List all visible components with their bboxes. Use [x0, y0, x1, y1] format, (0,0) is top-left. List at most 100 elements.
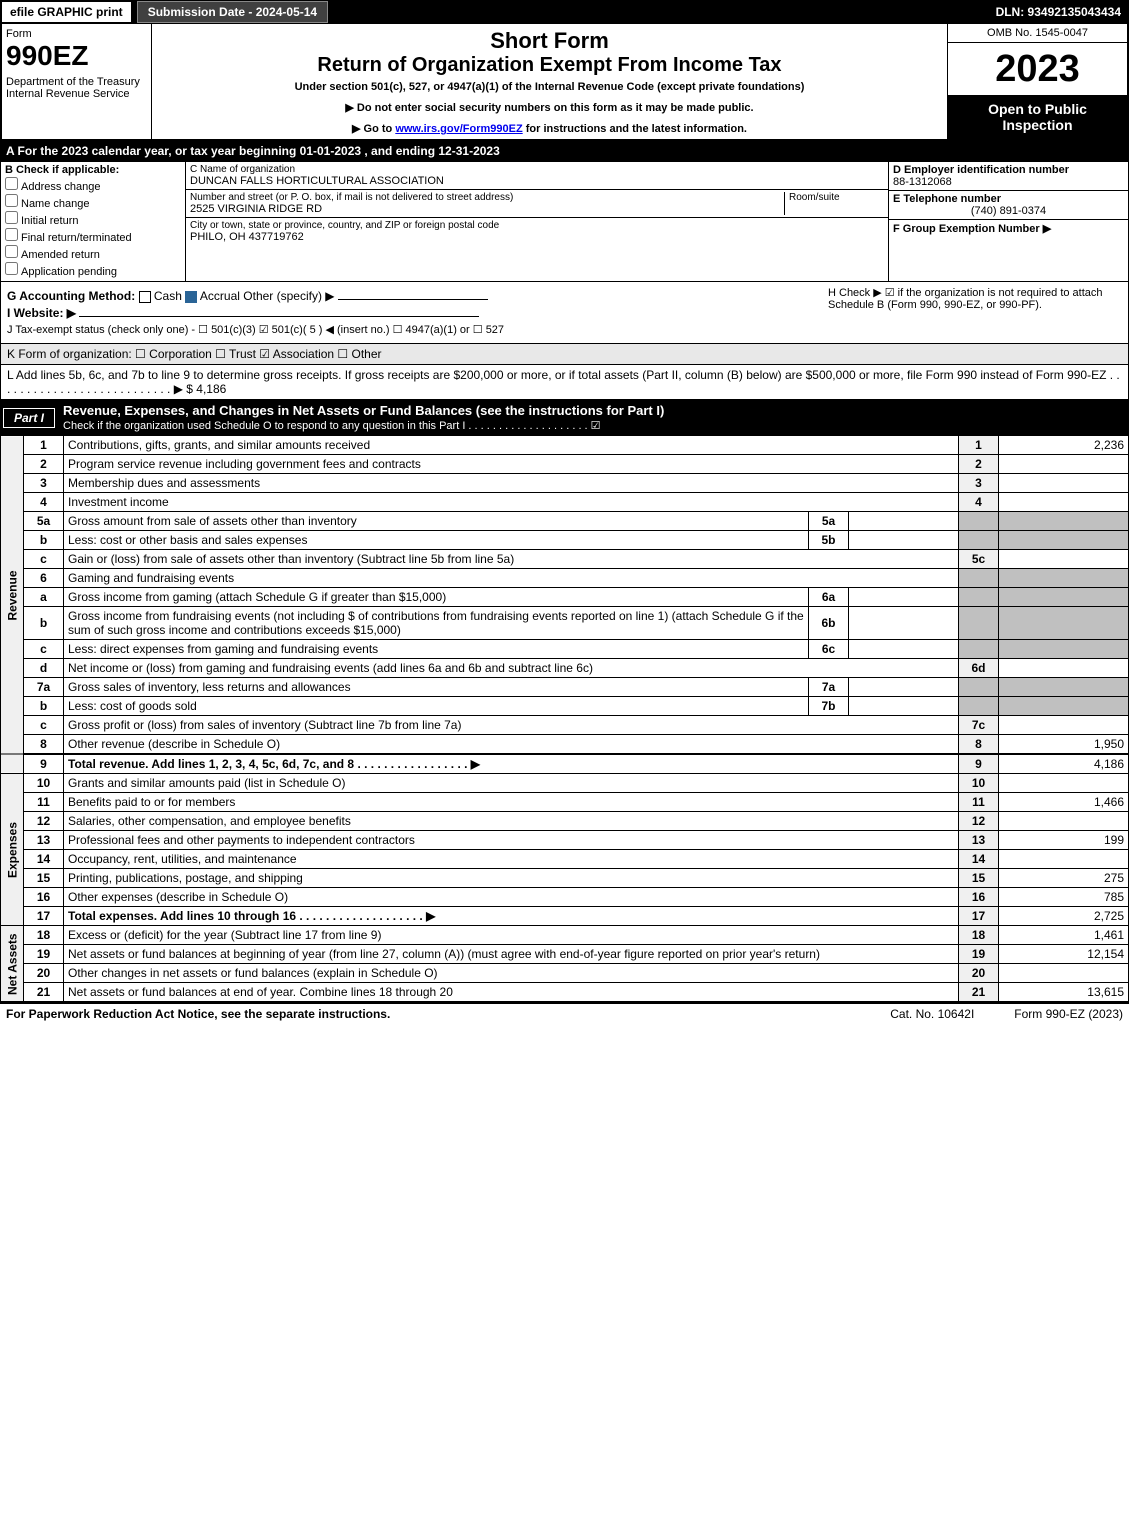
row-13: 13Professional fees and other payments t… — [1, 831, 1129, 850]
row-15: 15Printing, publications, postage, and s… — [1, 869, 1129, 888]
header-right: OMB No. 1545-0047 2023 Open to Public In… — [947, 24, 1127, 139]
row-11: 11Benefits paid to or for members111,466 — [1, 793, 1129, 812]
col-c: C Name of organization DUNCAN FALLS HORT… — [186, 162, 888, 281]
row-10: Expenses10Grants and similar amounts pai… — [1, 774, 1129, 793]
row-14: 14Occupancy, rent, utilities, and mainte… — [1, 850, 1129, 869]
c-name-label: C Name of organization — [190, 164, 884, 175]
row-5c: cGain or (loss) from sale of assets othe… — [1, 550, 1129, 569]
row-6b: bGross income from fundraising events (n… — [1, 607, 1129, 640]
section-bcdef: B Check if applicable: Address change Na… — [0, 161, 1129, 282]
row-5b: bLess: cost or other basis and sales exp… — [1, 531, 1129, 550]
row-7b: bLess: cost of goods sold7b — [1, 697, 1129, 716]
header-center: Short Form Return of Organization Exempt… — [152, 24, 947, 139]
row-8: 8Other revenue (describe in Schedule O)8… — [1, 735, 1129, 755]
tax-year: 2023 — [948, 43, 1127, 95]
dln-label: DLN: 93492135043434 — [988, 2, 1129, 22]
goto-pre: Go to — [364, 123, 396, 135]
part1-table: Revenue 1 Contributions, gifts, grants, … — [0, 435, 1129, 1002]
c-city-label: City or town, state or province, country… — [190, 220, 884, 231]
e-cell: E Telephone number (740) 891-0374 — [889, 191, 1128, 220]
omb-number: OMB No. 1545-0047 — [948, 24, 1127, 43]
chk-amended-return[interactable]: Amended return — [5, 245, 181, 261]
d-cell: D Employer identification number 88-1312… — [889, 162, 1128, 191]
short-form-title: Short Form — [156, 28, 943, 54]
irs-link[interactable]: www.irs.gov/Form990EZ — [395, 123, 522, 135]
room-label: Room/suite — [789, 192, 884, 203]
e-phone: (740) 891-0374 — [893, 205, 1124, 217]
d-label: D Employer identification number — [893, 164, 1124, 176]
header-left: Form 990EZ Department of the Treasury In… — [2, 24, 152, 139]
row-6a: aGross income from gaming (attach Schedu… — [1, 588, 1129, 607]
row-7a: 7aGross sales of inventory, less returns… — [1, 678, 1129, 697]
col-def: D Employer identification number 88-1312… — [888, 162, 1128, 281]
part1-check: Check if the organization used Schedule … — [63, 420, 601, 432]
chk-address-change[interactable]: Address change — [5, 177, 181, 193]
ssn-note: Do not enter social security numbers on … — [156, 101, 943, 114]
row-3: 3Membership dues and assessments3 — [1, 474, 1129, 493]
row-21: 21Net assets or fund balances at end of … — [1, 983, 1129, 1002]
row-7c: cGross profit or (loss) from sales of in… — [1, 716, 1129, 735]
c-street-label: Number and street (or P. O. box, if mail… — [190, 192, 784, 203]
goto-note: Go to www.irs.gov/Form990EZ for instruct… — [156, 122, 943, 135]
open-inspection: Open to Public Inspection — [948, 95, 1127, 139]
submission-date-button[interactable]: Submission Date - 2024-05-14 — [137, 1, 328, 23]
return-title: Return of Organization Exempt From Incom… — [156, 54, 943, 77]
vlabel-netassets: Net Assets — [1, 926, 24, 1002]
goto-post: for instructions and the latest informat… — [523, 123, 747, 135]
vlabel-expenses: Expenses — [1, 774, 24, 926]
rval-1: 2,236 — [999, 436, 1129, 455]
footer: For Paperwork Reduction Act Notice, see … — [0, 1002, 1129, 1024]
row-18: Net Assets18Excess or (deficit) for the … — [1, 926, 1129, 945]
chk-initial-return[interactable]: Initial return — [5, 211, 181, 227]
row-20: 20Other changes in net assets or fund ba… — [1, 964, 1129, 983]
row-17: 17Total expenses. Add lines 10 through 1… — [1, 907, 1129, 926]
row-2: 2Program service revenue including gover… — [1, 455, 1129, 474]
desc-1: Contributions, gifts, grants, and simila… — [64, 436, 959, 455]
c-street-cell: Number and street (or P. O. box, if mail… — [186, 190, 888, 218]
row-9: 9Total revenue. Add lines 1, 2, 3, 4, 5c… — [1, 754, 1129, 774]
row-6: 6Gaming and fundraising events — [1, 569, 1129, 588]
h-note: H Check ▶ ☑ if the organization is not r… — [828, 286, 1118, 311]
form-number: 990EZ — [6, 40, 147, 72]
org-name: DUNCAN FALLS HORTICULTURAL ASSOCIATION — [190, 175, 884, 187]
row-19: 19Net assets or fund balances at beginni… — [1, 945, 1129, 964]
under-section: Under section 501(c), 527, or 4947(a)(1)… — [156, 81, 943, 93]
rnum-1: 1 — [959, 436, 999, 455]
row-12: 12Salaries, other compensation, and empl… — [1, 812, 1129, 831]
org-city: PHILO, OH 437719762 — [190, 231, 884, 243]
row-6d: dNet income or (loss) from gaming and fu… — [1, 659, 1129, 678]
part1-label: Part I — [3, 408, 55, 428]
section-ghij: H Check ▶ ☑ if the organization is not r… — [0, 282, 1129, 344]
lnum-1: 1 — [24, 436, 64, 455]
chk-accrual[interactable] — [185, 291, 197, 303]
chk-application-pending[interactable]: Application pending — [5, 262, 181, 278]
row-16: 16Other expenses (describe in Schedule O… — [1, 888, 1129, 907]
f-label: F Group Exemption Number ▶ — [893, 222, 1124, 235]
form-label: Form — [6, 28, 147, 40]
footer-paperwork: For Paperwork Reduction Act Notice, see … — [6, 1007, 390, 1021]
row-k: K Form of organization: ☐ Corporation ☐ … — [0, 344, 1129, 365]
top-bar: efile GRAPHIC print Submission Date - 20… — [0, 0, 1129, 24]
f-cell: F Group Exemption Number ▶ — [889, 220, 1128, 237]
dept-label: Department of the Treasury Internal Reve… — [6, 76, 147, 100]
footer-formref: Form 990-EZ (2023) — [1014, 1007, 1123, 1021]
e-label: E Telephone number — [893, 193, 1124, 205]
row-l: L Add lines 5b, 6c, and 7b to line 9 to … — [0, 365, 1129, 400]
col-b: B Check if applicable: Address change Na… — [1, 162, 186, 281]
website-field[interactable] — [79, 316, 479, 317]
footer-catno: Cat. No. 10642I — [890, 1007, 974, 1021]
part1-header: Part I Revenue, Expenses, and Changes in… — [0, 400, 1129, 435]
part1-title: Revenue, Expenses, and Changes in Net As… — [63, 403, 664, 418]
row-4: 4Investment income4 — [1, 493, 1129, 512]
d-ein: 88-1312068 — [893, 176, 1124, 188]
chk-final-return[interactable]: Final return/terminated — [5, 228, 181, 244]
efile-print-button[interactable]: efile GRAPHIC print — [0, 0, 133, 24]
j-line: J Tax-exempt status (check only one) - ☐… — [7, 323, 1122, 336]
org-street: 2525 VIRGINIA RIDGE RD — [190, 203, 784, 215]
chk-cash[interactable] — [139, 291, 151, 303]
chk-name-change[interactable]: Name change — [5, 194, 181, 210]
b-label: B Check if applicable: — [5, 164, 181, 176]
form-header: Form 990EZ Department of the Treasury In… — [0, 24, 1129, 141]
c-name-cell: C Name of organization DUNCAN FALLS HORT… — [186, 162, 888, 190]
vlabel-revenue: Revenue — [1, 436, 24, 755]
